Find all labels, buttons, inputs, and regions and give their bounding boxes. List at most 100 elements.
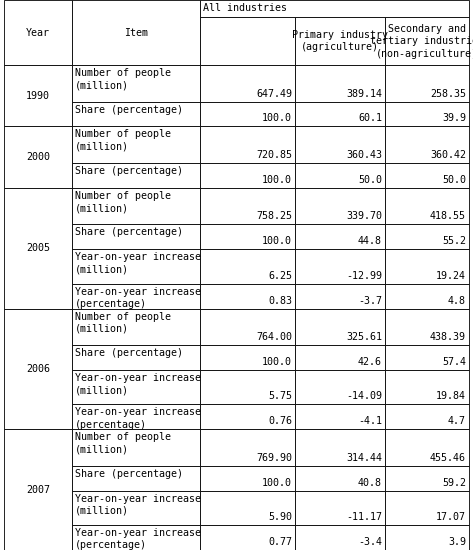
Text: Number of people
(million): Number of people (million) bbox=[75, 129, 171, 152]
Bar bbox=[72, 429, 200, 466]
Bar bbox=[72, 491, 200, 525]
Text: -4.1: -4.1 bbox=[358, 416, 382, 426]
Text: Year-on-year increase
(percentage): Year-on-year increase (percentage) bbox=[75, 408, 201, 430]
Text: 59.2: 59.2 bbox=[442, 477, 466, 488]
Bar bbox=[72, 284, 200, 309]
Bar bbox=[295, 491, 385, 525]
Text: 100.0: 100.0 bbox=[262, 113, 292, 124]
Bar bbox=[385, 17, 469, 65]
Text: 389.14: 389.14 bbox=[346, 89, 382, 98]
Bar bbox=[200, 188, 295, 224]
Bar bbox=[200, 163, 295, 188]
Text: 4.7: 4.7 bbox=[448, 416, 466, 426]
Text: 6.25: 6.25 bbox=[268, 271, 292, 281]
Text: -12.99: -12.99 bbox=[346, 271, 382, 281]
Bar bbox=[385, 249, 469, 284]
Bar bbox=[72, 525, 200, 550]
Text: 60.1: 60.1 bbox=[358, 113, 382, 124]
Text: 100.0: 100.0 bbox=[262, 477, 292, 488]
Bar bbox=[385, 404, 469, 429]
Text: 314.44: 314.44 bbox=[346, 453, 382, 463]
Bar bbox=[200, 249, 295, 284]
Text: 455.46: 455.46 bbox=[430, 453, 466, 463]
Text: Year-on-year increase
(million): Year-on-year increase (million) bbox=[75, 373, 201, 395]
Bar bbox=[295, 17, 385, 65]
Bar bbox=[200, 370, 295, 404]
Text: 4.8: 4.8 bbox=[448, 295, 466, 306]
Text: Year-on-year increase
(percentage): Year-on-year increase (percentage) bbox=[75, 287, 201, 309]
Text: Share (percentage): Share (percentage) bbox=[75, 227, 183, 237]
Bar bbox=[200, 17, 295, 65]
Text: 2005: 2005 bbox=[26, 243, 50, 253]
Bar bbox=[295, 163, 385, 188]
Bar bbox=[295, 525, 385, 550]
Text: Year-on-year increase
(million): Year-on-year increase (million) bbox=[75, 493, 201, 516]
Text: 100.0: 100.0 bbox=[262, 175, 292, 185]
Bar bbox=[72, 163, 200, 188]
Bar bbox=[200, 491, 295, 525]
Text: 2006: 2006 bbox=[26, 364, 50, 374]
Bar bbox=[385, 126, 469, 163]
Bar bbox=[200, 224, 295, 249]
Bar bbox=[4, 0, 72, 65]
Bar bbox=[72, 188, 200, 224]
Text: 339.70: 339.70 bbox=[346, 211, 382, 221]
Text: 438.39: 438.39 bbox=[430, 332, 466, 342]
Bar bbox=[385, 345, 469, 370]
Text: -3.4: -3.4 bbox=[358, 537, 382, 547]
Bar bbox=[72, 224, 200, 249]
Text: 100.0: 100.0 bbox=[262, 236, 292, 246]
Bar bbox=[295, 429, 385, 466]
Text: 100.0: 100.0 bbox=[262, 357, 292, 367]
Bar bbox=[4, 65, 72, 126]
Bar bbox=[200, 345, 295, 370]
Text: 42.6: 42.6 bbox=[358, 357, 382, 367]
Bar bbox=[72, 102, 200, 126]
Bar bbox=[385, 370, 469, 404]
Bar bbox=[200, 525, 295, 550]
Bar bbox=[295, 345, 385, 370]
Bar bbox=[200, 429, 295, 466]
Bar bbox=[385, 284, 469, 309]
Text: 418.55: 418.55 bbox=[430, 211, 466, 221]
Bar bbox=[385, 102, 469, 126]
Bar bbox=[295, 126, 385, 163]
Text: Year: Year bbox=[26, 28, 50, 37]
Text: Number of people
(million): Number of people (million) bbox=[75, 68, 171, 91]
Text: 1990: 1990 bbox=[26, 91, 50, 101]
Bar bbox=[72, 345, 200, 370]
Bar bbox=[295, 466, 385, 491]
Bar bbox=[200, 309, 295, 345]
Text: 758.25: 758.25 bbox=[256, 211, 292, 221]
Text: Number of people
(million): Number of people (million) bbox=[75, 432, 171, 455]
Bar bbox=[4, 126, 72, 188]
Bar bbox=[4, 188, 72, 309]
Text: -3.7: -3.7 bbox=[358, 295, 382, 306]
Bar bbox=[200, 65, 295, 102]
Text: All industries: All industries bbox=[203, 3, 287, 13]
Text: 769.90: 769.90 bbox=[256, 453, 292, 463]
Text: Year-on-year increase
(million): Year-on-year increase (million) bbox=[75, 252, 201, 274]
Bar bbox=[72, 65, 200, 102]
Text: 17.07: 17.07 bbox=[436, 512, 466, 522]
Bar bbox=[385, 224, 469, 249]
Text: Number of people
(million): Number of people (million) bbox=[75, 311, 171, 334]
Bar bbox=[385, 188, 469, 224]
Text: Share (percentage): Share (percentage) bbox=[75, 166, 183, 176]
Text: Number of people
(million): Number of people (million) bbox=[75, 191, 171, 213]
Bar bbox=[295, 188, 385, 224]
Bar bbox=[385, 525, 469, 550]
Text: Share (percentage): Share (percentage) bbox=[75, 348, 183, 358]
Text: 0.77: 0.77 bbox=[268, 537, 292, 547]
Bar bbox=[200, 284, 295, 309]
Bar bbox=[200, 102, 295, 126]
Text: 19.84: 19.84 bbox=[436, 392, 466, 402]
Text: Primary industry
(agriculture): Primary industry (agriculture) bbox=[292, 30, 388, 52]
Bar bbox=[385, 491, 469, 525]
Bar bbox=[72, 404, 200, 429]
Bar bbox=[295, 102, 385, 126]
Text: 19.24: 19.24 bbox=[436, 271, 466, 281]
Text: -11.17: -11.17 bbox=[346, 512, 382, 522]
Text: 55.2: 55.2 bbox=[442, 236, 466, 246]
Text: 50.0: 50.0 bbox=[442, 175, 466, 185]
